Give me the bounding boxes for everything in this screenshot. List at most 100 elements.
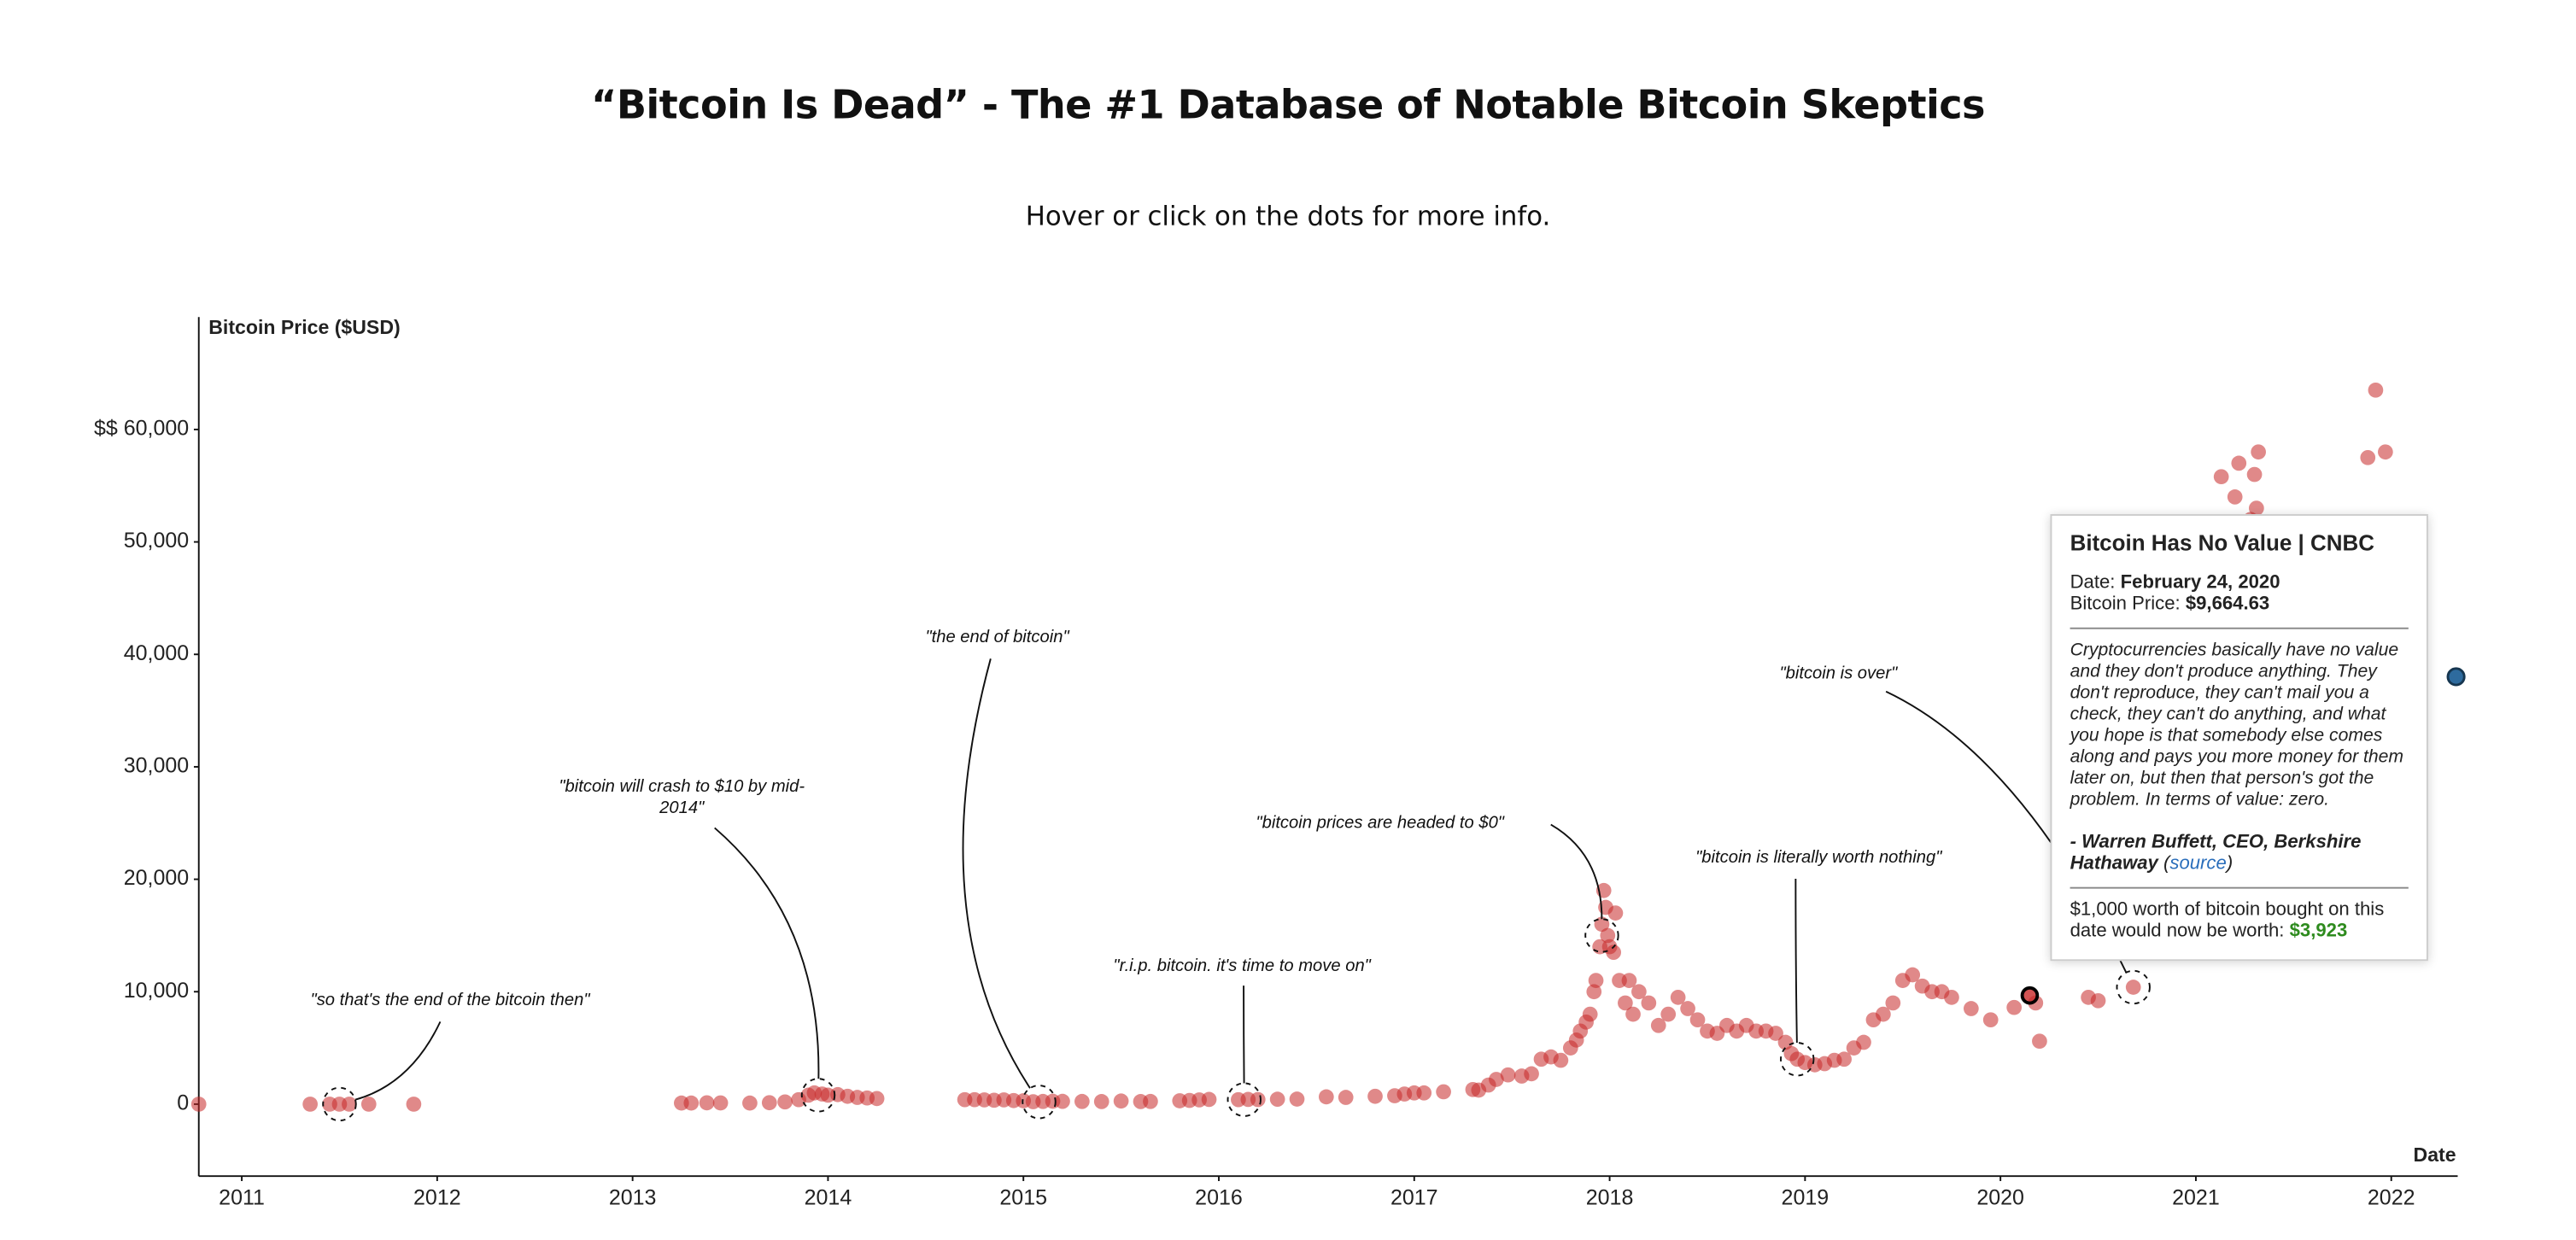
data-point	[1250, 1091, 1266, 1108]
x-tick-label: 2014	[805, 1186, 852, 1210]
tooltip: Bitcoin Has No Value | CNBC Date: Februa…	[2050, 514, 2428, 962]
data-point	[1500, 1067, 1516, 1083]
data-point	[1618, 995, 1633, 1011]
data-point	[1885, 995, 1901, 1011]
data-point	[1416, 1085, 1432, 1101]
data-point	[2368, 382, 2384, 398]
data-point	[1524, 1066, 1539, 1082]
data-point	[2227, 489, 2243, 505]
annotation: "bitcoin is literally worth nothing"	[1695, 847, 1942, 868]
data-point	[1113, 1093, 1129, 1109]
page-title: “Bitcoin Is Dead” - The #1 Database of N…	[591, 82, 1985, 129]
data-point	[1318, 1089, 1334, 1105]
x-tick-label: 2013	[609, 1186, 657, 1210]
x-tick-label: 2011	[219, 1186, 265, 1210]
x-tick-label: 2015	[999, 1186, 1047, 1210]
annotation: "the end of bitcoin"	[925, 627, 1069, 647]
data-point	[1963, 1001, 1979, 1016]
data-point	[1367, 1088, 1383, 1104]
data-point	[1594, 916, 1610, 933]
data-point	[1777, 1034, 1794, 1050]
data-point	[777, 1094, 793, 1110]
data-point	[2213, 469, 2229, 485]
data-point	[1093, 1094, 1109, 1109]
annotation: "bitcoin is over"	[1779, 664, 1897, 683]
value: $3,923	[2289, 921, 2348, 942]
data-point	[1689, 1012, 1706, 1028]
annotation-text: "r.i.p. bitcoin. it's time to move on"	[1113, 956, 1371, 976]
data-point	[406, 1097, 422, 1112]
annotation-target	[800, 1078, 836, 1113]
tooltip-author: - Warren Buffett, CEO, Berkshire Hathawa…	[2070, 833, 2409, 875]
annotation-text: "the end of bitcoin"	[925, 627, 1069, 647]
y-tick-label: $$ 60,000	[94, 417, 189, 441]
data-point	[1660, 1006, 1677, 1022]
data-point	[699, 1095, 715, 1111]
data-point	[1641, 995, 1657, 1011]
source-link[interactable]: source	[2163, 854, 2233, 874]
data-point	[1876, 1006, 1891, 1022]
data-point	[1982, 1012, 1999, 1028]
annotation-leader	[714, 827, 820, 1079]
data-point	[2125, 980, 2141, 995]
tooltip-title: Bitcoin Has No Value | CNBC	[2070, 530, 2375, 556]
data-point	[2246, 466, 2263, 483]
label: Bitcoin Price:	[2070, 594, 2181, 615]
data-point	[1588, 973, 1604, 988]
annotation-target	[322, 1086, 357, 1122]
data-point	[2251, 444, 2266, 460]
data-point	[1582, 1006, 1598, 1022]
tooltip-price: Bitcoin Price: $9,664.63	[2070, 594, 2409, 616]
data-point	[712, 1095, 729, 1111]
label: $1,000 worth of bitcoin bought on this d…	[2070, 900, 2385, 942]
data-point	[2231, 455, 2247, 471]
x-axis-label: Date	[2414, 1143, 2456, 1166]
x-tick-label: 2022	[2368, 1186, 2415, 1210]
data-point	[1625, 1006, 1641, 1022]
annotation-text: "bitcoin prices are headed to $0"	[1256, 813, 1504, 833]
data-point	[869, 1091, 885, 1107]
data-point	[1074, 1093, 1090, 1109]
annotation: "bitcoin will crash to $10 by mid-2014"	[559, 777, 805, 818]
data-point	[1650, 1017, 1666, 1033]
data-point	[2360, 449, 2376, 465]
x-tick-label: 2019	[1782, 1186, 1830, 1210]
data-point	[2032, 1033, 2047, 1050]
divider	[2070, 886, 2409, 889]
author: - Warren Buffett, CEO, Berkshire Hathawa…	[2070, 833, 2362, 874]
annotation-leader	[962, 658, 1031, 1089]
data-point	[190, 1097, 207, 1112]
x-tick-label: 2020	[1976, 1186, 2024, 1210]
data-point	[342, 1097, 357, 1112]
data-point	[302, 1097, 318, 1112]
y-axis-label: Bitcoin Price ($USD)	[208, 316, 400, 338]
data-point	[1143, 1093, 1158, 1109]
data-point	[1856, 1034, 1871, 1050]
data-point	[1621, 973, 1637, 988]
y-tick-label: 0	[177, 1091, 189, 1115]
data-point	[1553, 1052, 1569, 1068]
x-tick-label: 2021	[2172, 1186, 2220, 1210]
annotation-target	[1227, 1082, 1262, 1117]
data-point	[683, 1095, 700, 1111]
data-point	[1201, 1091, 1217, 1108]
data-point	[1600, 927, 1616, 944]
annotation-text: "bitcoin is literally worth nothing"	[1695, 847, 1942, 868]
data-point	[1944, 989, 1959, 1005]
data-point	[1606, 945, 1622, 961]
data-point	[1768, 1026, 1783, 1041]
data-point	[1836, 1051, 1852, 1067]
annotation-leader	[1550, 823, 1603, 920]
legend-marker	[2446, 667, 2466, 687]
data-point	[1055, 1093, 1070, 1109]
x-tick-label: 2017	[1390, 1186, 1438, 1210]
annotation: "so that's the end of the bitcoin then"	[311, 991, 590, 1010]
annotation-leader	[354, 1021, 442, 1101]
data-point	[1680, 1001, 1695, 1016]
annotation: "bitcoin prices are headed to $0"	[1256, 813, 1504, 833]
selected-point	[2020, 986, 2040, 1005]
x-tick-label: 2016	[1195, 1186, 1243, 1210]
data-point	[742, 1095, 758, 1111]
